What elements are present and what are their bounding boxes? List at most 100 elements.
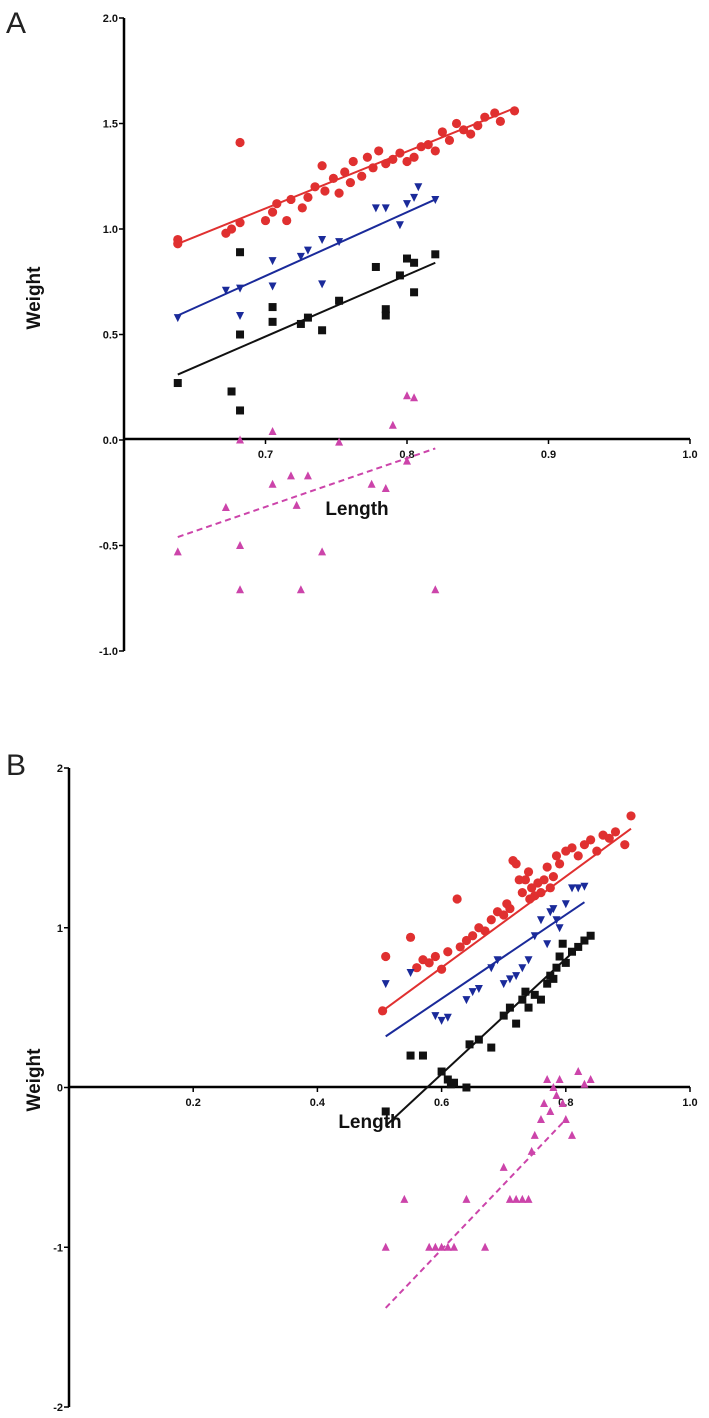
panel-b-point-log-tl-log-sw <box>561 900 570 909</box>
panel-a-point-log-tl-log-ww <box>268 317 277 326</box>
panel-b-point-log-tl-log-ww <box>437 1067 446 1076</box>
panel-b-point-log-tl-log-tw <box>542 862 552 872</box>
panel-b-fit-line-log-tl-log-dw <box>384 1118 567 1309</box>
panel-a-point-log-tl-log-ww <box>335 296 344 305</box>
panel-b-point-log-tl-log-dw <box>425 1242 434 1251</box>
panel-b-plot: 2 1 0 -1 -2 0.2 0.4 0.6 0.8 1.0 <box>53 763 697 1414</box>
panel-b-point-log-tl-log-ww <box>512 1019 521 1028</box>
panel-b-point-log-tl-log-tw <box>626 811 636 821</box>
panel-b-point-log-tl-log-dw <box>549 1083 558 1091</box>
panel-a-y-axis-label: Weight <box>24 266 45 330</box>
panel-b-point-log-tl-log-tw <box>511 859 521 869</box>
panel-b-point-log-tl-log-sw <box>474 984 483 993</box>
panel-a-point-log-tl-log-sw <box>371 204 380 213</box>
panel-a-point-log-tl-log-tw <box>235 137 245 148</box>
panel-a-point-log-tl-log-ww <box>410 288 419 297</box>
panel-a-point-log-tl-log-tw <box>348 156 358 167</box>
panel-a-point-log-tl-log-tw <box>473 121 483 131</box>
panel-a-point-log-tl-log-sw <box>236 312 245 321</box>
panel-a-point-log-tl-log-tw <box>267 207 278 217</box>
panel-b-fit-line-log-tl-log-tw <box>382 827 632 1012</box>
panel-a-point-log-tl-log-sw <box>318 236 327 245</box>
panel-a-y-tick-label: 2.0 <box>103 13 118 25</box>
panel-a-point-log-tl-log-tw <box>235 218 245 228</box>
panel-b: B 2 1 0 -1 -2 0.2 0.4 0.6 0.8 1.0 Length Weight <box>6 749 698 1414</box>
panel-b-point-log-tl-log-dw <box>536 1114 545 1123</box>
panel-a-point-log-tl-log-ww <box>236 406 245 415</box>
panel-a-point-log-tl-log-tw <box>374 146 384 156</box>
panel-b-point-log-tl-log-tw <box>405 932 416 942</box>
panel-a: A 2.0 1.5 1.0 0.5 0.0 -0.5 -1.0 0.7 0.8 0.9 1.0 Le… <box>6 7 698 658</box>
panel-a-point-log-tl-log-tw <box>480 112 490 122</box>
panel-b-point-log-tl-log-ww <box>552 963 561 972</box>
panel-a-point-log-tl-log-ww <box>296 319 305 328</box>
panel-b-point-log-tl-log-tw <box>579 840 590 850</box>
panel-b-point-log-tl-log-tw <box>499 910 509 920</box>
panel-b-x-axis-label: Length <box>338 1112 401 1133</box>
panel-b-point-log-tl-log-tw <box>486 915 496 925</box>
panel-a-point-log-tl-log-sw <box>403 200 411 209</box>
panel-b-point-log-tl-log-ww <box>524 1003 533 1012</box>
panel-b-fit-line-log-tl-log-sw <box>385 901 585 1038</box>
panel-b-point-log-tl-log-ww <box>381 1107 390 1116</box>
panel-b-point-log-tl-log-dw <box>450 1242 459 1251</box>
panel-b-point-log-tl-log-dw <box>512 1194 521 1203</box>
panel-a-point-log-tl-log-tw <box>334 188 344 198</box>
panel-b-point-log-tl-log-sw <box>487 964 496 973</box>
panel-a-point-log-tl-log-dw <box>221 503 230 512</box>
panel-a-point-log-tl-log-ww <box>395 271 404 280</box>
panel-b-point-log-tl-log-sw <box>493 956 502 965</box>
panel-b-point-log-tl-log-dw <box>524 1194 533 1203</box>
panel-b-point-log-tl-log-sw <box>406 968 415 977</box>
panel-a-plot: 2.0 1.5 1.0 0.5 0.0 -0.5 -1.0 0.7 0.8 0.9 1.0 <box>99 13 698 658</box>
panel-a-point-log-tl-log-tw <box>320 186 330 196</box>
panel-b-point-log-tl-log-tw <box>586 835 596 845</box>
panel-a-point-log-tl-log-ww <box>227 387 236 396</box>
panel-b-point-log-tl-log-tw <box>604 833 614 843</box>
panel-a-point-log-tl-log-sw <box>318 280 327 289</box>
panel-a-point-log-tl-log-sw <box>221 286 230 295</box>
panel-b-point-log-tl-log-ww <box>580 936 589 945</box>
panel-b-point-log-tl-log-tw <box>461 935 472 946</box>
panel-b-y-tick-label: 1 <box>57 923 63 935</box>
panel-b-point-log-tl-log-tw <box>539 875 549 885</box>
panel-b-x-tick-label: 0.8 <box>558 1097 573 1109</box>
panel-b-point-log-tl-log-tw <box>378 1006 388 1016</box>
panel-a-point-log-tl-log-tw <box>466 129 476 139</box>
panel-b-point-log-tl-log-sw <box>381 980 390 989</box>
panel-b-point-log-tl-log-dw <box>568 1130 577 1139</box>
panel-b-point-log-tl-log-dw <box>530 1130 539 1139</box>
panel-b-point-log-tl-log-sw <box>549 905 558 914</box>
panel-a-point-log-tl-log-tw <box>388 154 398 164</box>
panel-a-point-log-tl-log-tw <box>368 163 378 173</box>
panel-b-point-log-tl-log-dw <box>381 1242 390 1251</box>
panel-b-point-log-tl-log-tw <box>567 843 577 853</box>
panel-b-point-log-tl-log-ww <box>543 979 552 988</box>
panel-b-point-log-tl-log-sw <box>543 940 552 949</box>
panel-b-point-log-tl-log-tw <box>430 951 440 962</box>
panel-b-point-log-tl-log-tw <box>610 827 621 837</box>
panel-a-point-log-tl-log-tw <box>310 182 320 192</box>
panel-a-point-log-tl-log-tw <box>173 239 183 249</box>
panel-a-point-log-tl-log-ww <box>431 250 440 259</box>
panel-b-point-log-tl-log-sw <box>574 884 583 893</box>
panel-a-point-log-tl-log-tw <box>459 125 469 135</box>
panel-b-point-log-tl-log-sw <box>462 996 471 1005</box>
panel-b-point-log-tl-log-sw <box>536 916 545 925</box>
panel-b-point-log-tl-log-dw <box>505 1194 514 1203</box>
panel-b-point-log-tl-log-dw <box>540 1098 549 1107</box>
panel-a-point-log-tl-log-ww <box>381 311 390 320</box>
panel-b-point-log-tl-log-ww <box>499 1011 508 1020</box>
panel-b-point-log-tl-log-ww <box>487 1043 496 1052</box>
panel-b-point-log-tl-log-tw <box>455 942 465 952</box>
panel-b-point-log-tl-log-ww <box>443 1075 452 1084</box>
panel-b-point-log-tl-log-tw <box>523 867 534 877</box>
panel-a-point-log-tl-log-dw <box>403 391 411 400</box>
panel-b-point-log-tl-log-sw <box>468 988 477 997</box>
panel-b-letter: B <box>6 749 26 782</box>
panel-a-point-log-tl-log-sw <box>236 284 245 293</box>
panel-b-point-log-tl-log-sw <box>499 980 508 989</box>
panel-a-point-log-tl-log-tw <box>416 142 426 152</box>
panel-b-point-log-tl-log-ww <box>474 1035 483 1044</box>
panel-a-point-log-tl-log-tw <box>340 167 350 177</box>
